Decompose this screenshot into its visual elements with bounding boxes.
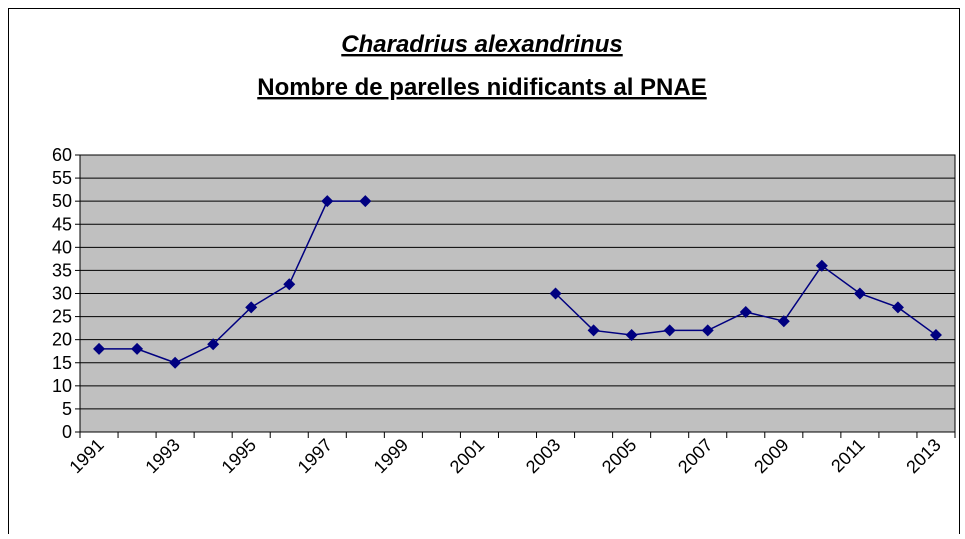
y-tick-label: 45 [52,214,72,234]
y-tick-label: 60 [52,145,72,165]
data-point [321,195,334,208]
data-point [815,259,828,272]
y-tick-label: 15 [52,353,72,373]
y-tick-label: 35 [52,260,72,280]
data-point [359,195,372,208]
data-point [93,342,106,355]
data-point [283,278,296,291]
data-point [853,287,866,300]
data-point [701,324,714,337]
data-point [891,301,904,314]
y-tick-label: 55 [52,168,72,188]
data-point [739,305,752,318]
data-point [131,342,144,355]
y-tick-label: 25 [52,307,72,327]
data-point [777,315,790,328]
data-point [169,356,182,369]
plot-border [79,154,956,433]
data-point [587,324,600,337]
data-point [663,324,676,337]
chart-subtitle: Nombre de parelles nidificants al PNAE [257,74,706,101]
data-point [549,287,562,300]
data-point [929,329,942,342]
y-tick-label: 5 [62,399,72,419]
data-point [207,338,220,351]
data-point [245,301,258,314]
y-tick-label: 20 [52,330,72,350]
y-tick-label: 30 [52,284,72,304]
y-tick-label: 40 [52,237,72,257]
y-tick-label: 50 [52,191,72,211]
chart-title: Charadrius alexandrinus [341,31,622,58]
data-point [625,329,638,342]
y-tick-label: 10 [52,376,72,396]
y-tick-label: 0 [62,422,72,442]
